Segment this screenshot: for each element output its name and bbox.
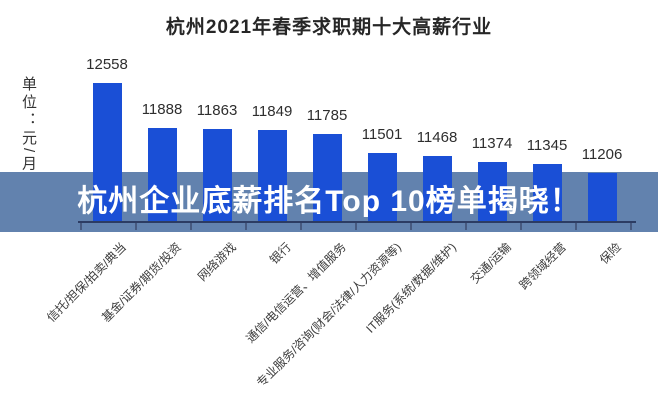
value-label: 11374: [471, 135, 513, 152]
x-axis-tick-mark: [629, 223, 632, 230]
bar: [532, 164, 562, 222]
x-axis-tick-mark: [134, 223, 137, 230]
value-label: 11468: [416, 129, 458, 146]
value-label: 11785: [306, 107, 348, 124]
value-label: 12558: [86, 56, 128, 73]
bar: [367, 153, 397, 222]
bar: [92, 83, 122, 222]
bar: [587, 173, 617, 222]
x-axis-tick-mark: [79, 223, 82, 230]
value-label: 11863: [196, 102, 238, 119]
bar: [477, 162, 507, 222]
bar: [422, 156, 452, 222]
value-label: 11206: [581, 146, 623, 163]
x-axis-tick-mark: [299, 223, 302, 230]
x-axis-tick-mark: [519, 223, 522, 230]
x-axis-tick-mark: [574, 223, 577, 230]
value-label: 11501: [361, 126, 403, 143]
x-axis-tick-mark: [354, 223, 357, 230]
value-label: 11345: [526, 137, 568, 154]
bar: [202, 129, 232, 222]
x-axis-tick-mark: [244, 223, 247, 230]
value-label: 11888: [141, 101, 183, 118]
y-axis-unit-label: 单位：元/月: [20, 76, 37, 174]
x-axis-tick-mark: [464, 223, 467, 230]
x-axis-line: [78, 221, 636, 223]
bar: [147, 128, 177, 222]
bar: [257, 130, 287, 222]
x-axis-tick-mark: [409, 223, 412, 230]
bar: [312, 134, 342, 222]
chart-title: 杭州2021年春季求职期十大高薪行业: [165, 17, 493, 38]
banner-headline: 杭州企业底薪排名Top 10榜单揭晓！: [77, 185, 581, 218]
x-axis-tick-mark: [189, 223, 192, 230]
value-label: 11849: [251, 103, 293, 120]
